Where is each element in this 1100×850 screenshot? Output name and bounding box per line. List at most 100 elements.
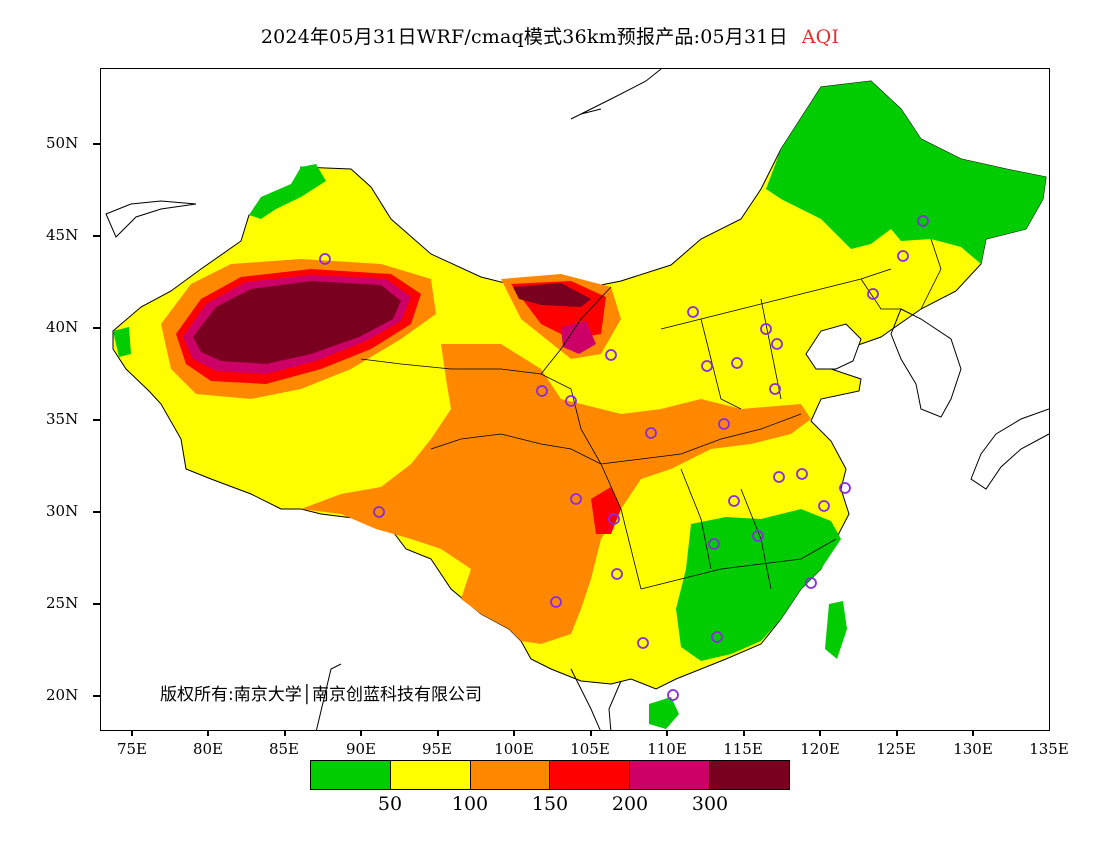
station-marker — [771, 338, 783, 350]
station-marker — [550, 596, 562, 608]
colorbar-label: 50 — [377, 793, 403, 815]
station-marker — [565, 395, 577, 407]
colorbar-segment — [710, 761, 789, 789]
lon-tick — [437, 730, 439, 736]
colorbar-label: 100 — [451, 793, 489, 815]
colorbar-segment — [311, 761, 391, 789]
station-marker — [897, 250, 909, 262]
red-sichuan — [591, 487, 621, 534]
station-marker — [637, 637, 649, 649]
lat-tick — [93, 603, 101, 605]
colorbar-label: 200 — [611, 793, 649, 815]
lat-label-45n: 45N — [46, 226, 79, 244]
lat-tick — [93, 511, 101, 513]
station-marker — [667, 689, 679, 701]
lon-label-80e: 80E — [192, 740, 224, 758]
lon-label-120e: 120E — [800, 740, 840, 758]
colorbar-segment — [470, 761, 551, 789]
lon-label-130e: 130E — [953, 740, 993, 758]
colorbar-label: 300 — [691, 793, 729, 815]
station-marker — [708, 538, 720, 550]
lon-label-115e: 115E — [723, 740, 763, 758]
lon-tick — [513, 730, 515, 736]
colorbar-label: 150 — [531, 793, 569, 815]
lon-label-100e: 100E — [494, 740, 534, 758]
station-marker — [760, 323, 772, 335]
station-marker — [773, 471, 785, 483]
title-variable: AQI — [801, 26, 840, 48]
station-marker — [611, 568, 623, 580]
lon-tick — [819, 730, 821, 736]
map-title: 2024年05月31日WRF/cmaq模式36km预报产品:05月31日 AQI — [0, 22, 1100, 49]
station-marker — [319, 253, 331, 265]
station-marker — [917, 215, 929, 227]
title-main: 2024年05月31日WRF/cmaq模式36km预报产品:05月31日 — [260, 26, 788, 48]
green-taiwan — [825, 601, 847, 659]
lat-tick — [93, 419, 101, 421]
sakhalin-outline — [570, 69, 662, 120]
station-marker — [645, 427, 657, 439]
lon-tick — [207, 730, 209, 736]
lon-label-105e: 105E — [570, 740, 610, 758]
province-boundaries — [360, 238, 942, 590]
green-hainan — [649, 697, 679, 729]
korea-outline — [890, 308, 962, 418]
lon-tick — [972, 730, 974, 736]
station-marker — [805, 577, 817, 589]
colorbar-segment — [390, 761, 471, 789]
indochina-outline — [315, 663, 622, 730]
station-marker — [687, 306, 699, 318]
station-marker — [608, 513, 620, 525]
station-marker — [731, 357, 743, 369]
station-marker — [796, 468, 808, 480]
lon-tick — [590, 730, 592, 736]
lake-balkhash — [105, 200, 197, 238]
lon-label-85e: 85E — [268, 740, 300, 758]
lon-tick — [131, 730, 133, 736]
station-markers — [319, 215, 929, 701]
lat-label-40n: 40N — [46, 318, 79, 336]
aqi-colorbar — [310, 760, 790, 790]
station-marker — [701, 360, 713, 372]
lon-label-90e: 90E — [345, 740, 377, 758]
lat-tick — [93, 695, 101, 697]
lon-label-75e: 75E — [116, 740, 148, 758]
lat-label-30n: 30N — [46, 502, 79, 520]
aqi-map — [105, 69, 1049, 730]
lat-tick — [93, 235, 101, 237]
green-far-west — [113, 327, 131, 357]
lon-tick — [743, 730, 745, 736]
lat-tick — [93, 143, 101, 145]
maroon-taklimakan — [193, 281, 401, 364]
station-marker — [605, 349, 617, 361]
lon-tick — [284, 730, 286, 736]
station-marker — [718, 418, 730, 430]
colorbar-segment — [550, 761, 631, 789]
station-marker — [769, 383, 781, 395]
magenta-gansu — [561, 321, 596, 354]
green-northwest — [249, 164, 326, 219]
colorbar-segment — [630, 761, 711, 789]
lon-label-125e: 125E — [876, 740, 916, 758]
station-marker — [818, 500, 830, 512]
copyright-text: 版权所有:南京大学│南京创蓝科技有限公司 — [160, 685, 482, 705]
lon-tick — [666, 730, 668, 736]
lat-label-20n: 20N — [46, 686, 79, 704]
lat-label-35n: 35N — [46, 410, 79, 428]
lat-label-50n: 50N — [46, 134, 79, 152]
lon-tick — [896, 730, 898, 736]
station-marker — [570, 493, 582, 505]
map-frame — [100, 68, 1050, 731]
station-marker — [728, 495, 740, 507]
japan-outline — [970, 408, 1049, 490]
station-marker — [867, 288, 879, 300]
station-marker — [752, 530, 764, 542]
station-marker — [839, 482, 851, 494]
lat-label-25n: 25N — [46, 594, 79, 612]
lon-label-95e: 95E — [421, 740, 453, 758]
green-northeast — [766, 81, 1046, 264]
orange-central — [301, 344, 811, 644]
maroon-alxa — [513, 283, 591, 307]
lon-tick — [360, 730, 362, 736]
bohai-sea — [805, 323, 862, 370]
